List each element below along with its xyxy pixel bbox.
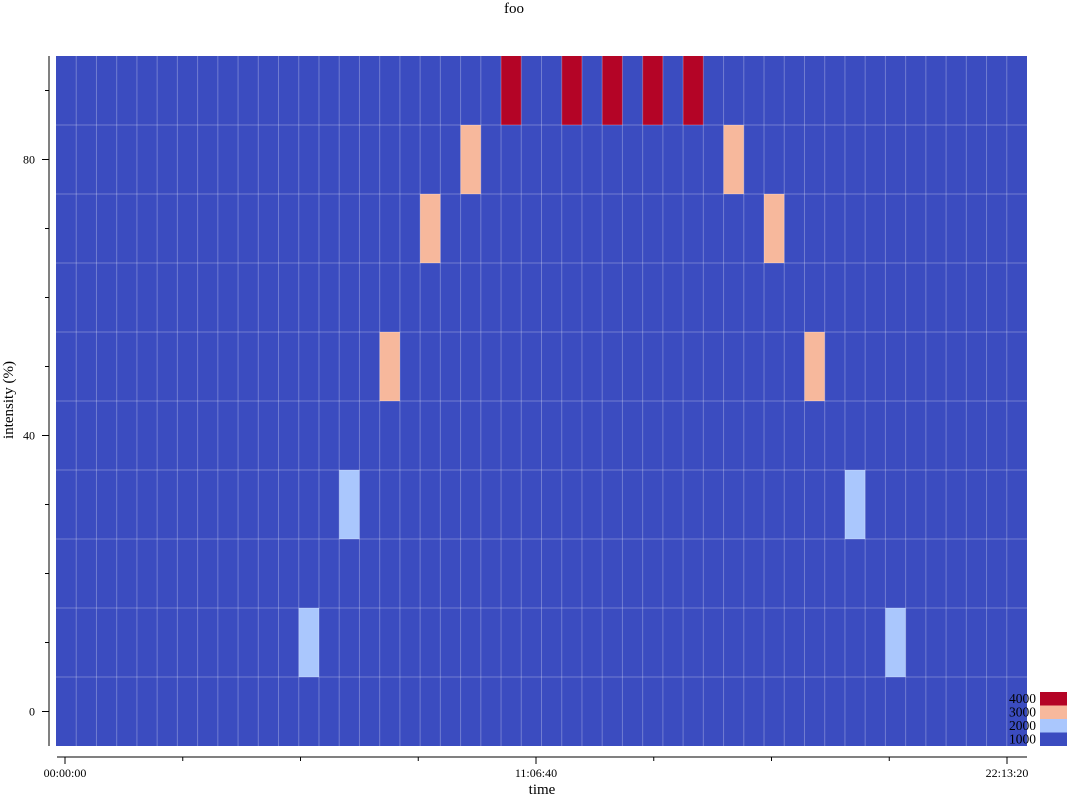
x-tick-label: 22:13:20 xyxy=(986,766,1029,780)
y-tick-label: 0 xyxy=(29,705,35,719)
heatmap-cell xyxy=(764,194,785,263)
heatmap-cell xyxy=(804,332,825,401)
heatmap-cell xyxy=(642,56,663,125)
legend-swatch xyxy=(1040,705,1067,719)
heatmap-cell xyxy=(339,470,360,539)
legend-swatch xyxy=(1040,719,1067,733)
chart-title: foo xyxy=(504,1,524,17)
heatmap-cell xyxy=(501,56,522,125)
heatmap-background xyxy=(56,56,1027,746)
x-tick-label: 00:00:00 xyxy=(44,766,87,780)
legend-swatch xyxy=(1040,732,1067,746)
heatmap-cell xyxy=(298,608,319,677)
heatmap-cell xyxy=(723,125,744,194)
x-axis: 00:00:00 11:06:40 22:13:20 xyxy=(44,756,1029,780)
legend-label: 1000 xyxy=(1009,732,1036,747)
x-axis-label: time xyxy=(529,782,556,798)
heatmap-cell xyxy=(379,332,400,401)
y-tick-label: 80 xyxy=(23,153,35,167)
heatmap-cell xyxy=(561,56,582,125)
legend-swatch xyxy=(1040,692,1067,706)
heatmap-cell xyxy=(844,470,866,539)
x-tick-label: 11:06:40 xyxy=(515,766,557,780)
heatmap-cell xyxy=(420,194,441,263)
legend-label: 2000 xyxy=(1009,718,1036,733)
legend-label: 3000 xyxy=(1009,705,1036,720)
heatmap-cell xyxy=(885,608,906,677)
heatmap-cell xyxy=(602,56,623,125)
plot-area xyxy=(56,56,1027,746)
y-axis-label: intensity (%) xyxy=(1,361,17,439)
grid-lines xyxy=(56,56,1027,746)
y-axis: 0 40 80 xyxy=(23,56,50,746)
y-tick-label: 40 xyxy=(23,429,35,443)
heatmap-cell xyxy=(460,125,481,194)
heatmap-cell xyxy=(683,56,704,125)
legend-label: 4000 xyxy=(1009,691,1036,706)
